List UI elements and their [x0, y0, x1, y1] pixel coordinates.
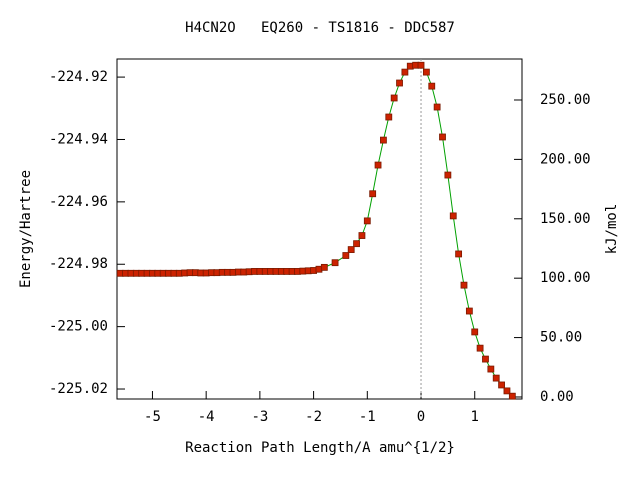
data-point [503, 387, 511, 395]
data-point [422, 68, 430, 76]
y-tick-label: -224.94 [49, 131, 108, 147]
y-tick-label: -224.92 [49, 69, 108, 85]
chart-title: H4CN2O EQ260 - TS1816 - DDC587 [185, 20, 455, 36]
y-axis-label: Energy/Hartree [18, 170, 34, 288]
x-tick-label: 1 [471, 409, 479, 425]
data-point [369, 190, 377, 198]
data-point [439, 133, 446, 141]
x-tick-label: -5 [144, 409, 161, 425]
data-point [460, 281, 468, 289]
data-point [428, 82, 436, 90]
y-tick-label: -224.98 [49, 256, 108, 272]
data-point [331, 259, 339, 267]
y-tick-label: -224.96 [49, 194, 108, 210]
y2-tick-label: 50.00 [540, 330, 582, 346]
data-point [347, 246, 355, 253]
x-tick-label: -1 [359, 409, 376, 425]
x-tick-label: -4 [198, 409, 215, 425]
data-point [320, 263, 328, 271]
data-point [401, 68, 409, 76]
data-point [455, 250, 463, 258]
data-point [471, 328, 479, 336]
y2-axis-label: kJ/mol [604, 204, 620, 255]
data-point [465, 307, 473, 315]
data-point [363, 217, 371, 225]
data-point [380, 136, 387, 144]
data-point [374, 161, 382, 169]
y2-tick-label: 200.00 [540, 151, 591, 167]
x-axis-label: Reaction Path Length/A amu^{1/2} [185, 440, 455, 456]
x-tick-label: -2 [305, 409, 322, 425]
data-point [390, 94, 398, 102]
x-tick-label: 0 [417, 409, 425, 425]
data-point [487, 365, 495, 373]
plot-frame [116, 58, 523, 400]
data-point [433, 103, 441, 111]
data-point [482, 355, 489, 363]
y2-tick-label: 0.00 [540, 389, 574, 405]
y2-tick-label: 100.00 [540, 270, 591, 286]
x-tick-label: -3 [251, 409, 268, 425]
data-point [353, 240, 360, 248]
data-point [358, 232, 366, 239]
data-point [476, 344, 484, 352]
data-point [508, 392, 516, 400]
data-point [444, 171, 452, 179]
y2-tick-label: 150.00 [540, 211, 591, 227]
y-tick-label: -225.02 [49, 381, 108, 397]
data-point [385, 113, 393, 121]
data-point [417, 61, 425, 69]
y-tick-label: -225.00 [49, 319, 108, 335]
data-line [120, 64, 513, 397]
data-point [396, 79, 403, 87]
y2-tick-label: 250.00 [540, 92, 591, 108]
data-point [492, 374, 500, 382]
data-point [342, 252, 350, 259]
data-point [449, 212, 457, 220]
data-point [498, 381, 505, 389]
